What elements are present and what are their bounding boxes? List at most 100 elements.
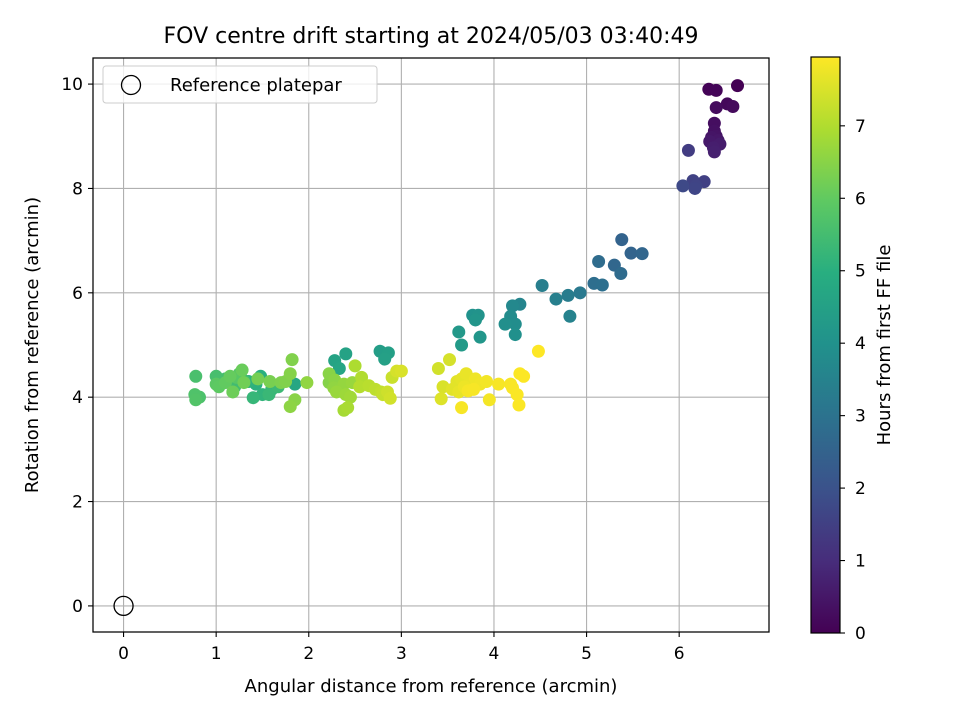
data-point <box>688 181 702 195</box>
data-point <box>455 338 469 352</box>
colorbar-label: Hours from first FF file <box>874 245 895 446</box>
plot-frame <box>92 57 770 633</box>
data-point <box>508 317 522 331</box>
colorbar-tick-label: 1 <box>855 552 866 572</box>
x-tick-label: 4 <box>489 644 500 664</box>
data-point <box>595 278 609 292</box>
data-point <box>332 361 346 375</box>
data-point <box>563 309 577 323</box>
data-point <box>561 288 575 302</box>
legend-reference-marker <box>120 74 142 96</box>
colorbar-tick-label: 7 <box>855 117 866 137</box>
data-point <box>300 376 314 390</box>
data-point <box>263 375 277 389</box>
data-point <box>573 286 587 300</box>
data-point <box>468 313 482 327</box>
colorbar: 0 1 2 3 4 5 6 7 Hours from first FF file <box>810 56 895 644</box>
data-point <box>237 376 251 390</box>
data-point <box>535 279 549 293</box>
x-tick-label: 5 <box>581 644 592 664</box>
data-point <box>707 145 721 159</box>
y-tick-label: 4 <box>72 388 83 408</box>
data-point <box>505 299 519 313</box>
grid-lines <box>93 58 769 632</box>
y-tick-label: 8 <box>72 179 83 199</box>
data-point <box>480 375 494 389</box>
colorbar-gradient <box>810 56 841 634</box>
data-point <box>482 393 496 407</box>
data-point <box>492 377 506 391</box>
data-point <box>498 317 512 331</box>
data-point <box>339 347 353 361</box>
data-point <box>531 344 545 358</box>
legend: Reference platepar <box>102 65 378 104</box>
data-point <box>709 83 723 97</box>
data-point <box>731 79 745 93</box>
data-point <box>189 369 203 383</box>
y-tick-label: 10 <box>61 75 83 95</box>
data-point <box>434 392 448 406</box>
data-point <box>512 398 526 412</box>
data-point <box>614 267 628 281</box>
data-point <box>726 100 740 114</box>
data-point <box>383 391 397 405</box>
data-point <box>517 369 531 383</box>
x-tick-label: 3 <box>396 644 407 664</box>
data-point <box>262 388 276 402</box>
legend-reference-label: Reference platepar <box>170 75 342 96</box>
data-point <box>681 143 695 157</box>
data-point <box>343 390 357 404</box>
data-point <box>378 352 392 366</box>
reference-point-marker <box>113 595 134 617</box>
colorbar-tick-label: 5 <box>855 262 866 282</box>
data-point <box>473 330 487 344</box>
data-point <box>189 393 203 407</box>
legend-box <box>102 65 378 104</box>
data-point <box>431 361 445 375</box>
x-tick-label: 0 <box>118 644 129 664</box>
y-axis-ticks: 0 2 4 6 8 10 <box>61 75 93 617</box>
chart-title: FOV centre drift starting at 2024/05/03 … <box>164 24 699 49</box>
colorbar-tick-label: 2 <box>855 479 866 499</box>
colorbar-tick-label: 6 <box>855 189 866 209</box>
data-point <box>246 391 260 405</box>
data-point <box>452 325 466 339</box>
data-point <box>635 247 649 261</box>
data-point <box>235 363 249 377</box>
x-axis-label: Angular distance from reference (arcmin) <box>245 676 618 697</box>
data-point <box>510 388 524 402</box>
data-point <box>508 328 522 342</box>
colorbar-tick-label: 3 <box>855 407 866 427</box>
x-tick-label: 1 <box>211 644 222 664</box>
data-point <box>285 353 299 367</box>
colorbar-tick-label: 4 <box>855 334 866 354</box>
x-axis-ticks: 0 1 2 3 4 5 6 <box>118 632 685 664</box>
reference-layer <box>113 595 134 617</box>
data-points <box>188 79 745 417</box>
data-point <box>443 353 457 367</box>
data-point <box>226 385 240 399</box>
data-point <box>709 101 723 115</box>
data-point <box>592 255 606 269</box>
x-tick-label: 2 <box>303 644 314 664</box>
data-point <box>251 372 265 386</box>
data-point <box>341 401 355 415</box>
data-point <box>549 292 563 306</box>
colorbar-tick-label: 0 <box>855 624 866 644</box>
data-point <box>394 364 408 378</box>
x-tick-label: 6 <box>674 644 685 664</box>
y-tick-label: 6 <box>72 284 83 304</box>
data-point <box>676 179 690 193</box>
data-point <box>223 369 237 383</box>
data-point <box>455 401 469 415</box>
data-point <box>615 233 629 247</box>
y-axis-label: Rotation from reference (arcmin) <box>22 197 43 493</box>
y-tick-label: 2 <box>72 493 83 513</box>
data-point <box>283 400 297 414</box>
data-point <box>467 382 481 396</box>
data-point <box>283 367 297 381</box>
colorbar-ticks: 0 1 2 3 4 5 6 7 <box>840 117 866 644</box>
y-tick-label: 0 <box>72 597 83 617</box>
data-point <box>624 246 638 260</box>
